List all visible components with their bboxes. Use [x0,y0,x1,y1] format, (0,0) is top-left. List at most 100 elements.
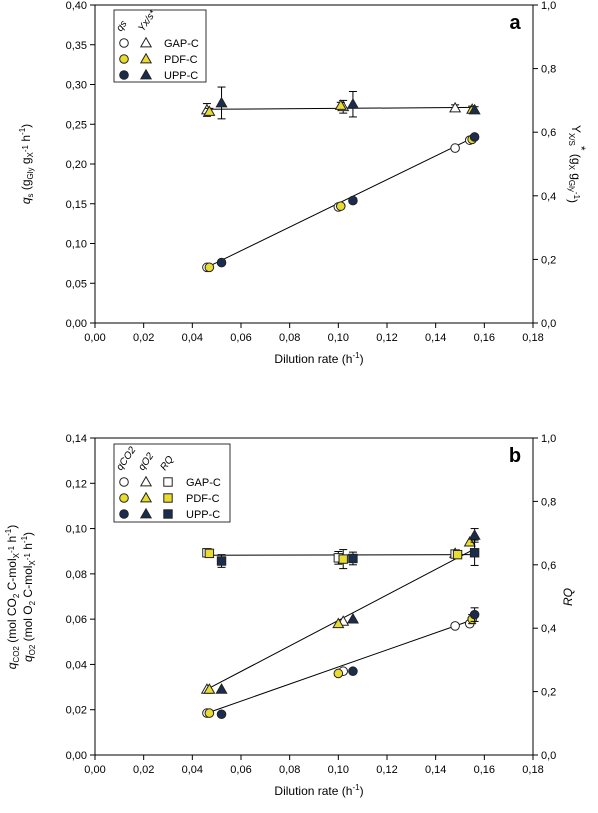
x-tick-label: 0,02 [133,764,154,776]
legend-marker [139,507,153,519]
y-tick-label: 0,15 [66,199,87,211]
data-point-pdf-c-qco2 [204,708,215,718]
legend-marker [163,493,173,503]
legend-marker [139,491,153,503]
y2-tick-label: 0,4 [541,623,556,635]
x-tick-label: 0,04 [182,332,203,344]
y-tick-label: 0,00 [66,750,87,762]
legend-marker [119,477,129,487]
y-tick-label: 0,05 [66,278,87,290]
y-tick-label: 0,02 [66,705,87,717]
y2-tick-label: 0,0 [541,750,556,762]
y2-tick-label: 0,0 [541,318,556,330]
x-tick-label: 0,18 [522,332,543,344]
y-tick-label: 0,40 [66,0,87,12]
legend-entry-label: GAP-C [164,38,199,50]
legend-marker [163,477,173,487]
legend-marker [119,509,129,519]
y-tick-label: 0,06 [66,614,87,626]
y2-tick-label: 0,4 [541,191,556,203]
y-tick-label: 0,04 [66,659,87,671]
y-tick-label: 0,14 [66,433,87,445]
y2-axis-label: RQ [561,588,575,606]
x-tick-label: 0,10 [328,332,349,344]
y2-tick-label: 1,0 [541,433,556,445]
data-point-pdf-c-qco2 [333,668,344,679]
data-point-pdf-c-qo2 [463,535,476,547]
x-tick-label: 0,06 [230,764,251,776]
data-point-upp-c-rq [216,556,227,566]
legend-marker [119,38,129,48]
x-tick-label: 0,08 [279,764,300,776]
x-tick-label: 0,02 [133,332,154,344]
y-tick-label: 0,35 [66,40,87,52]
panel-label: a [509,12,521,34]
data-point-upp-c-yxs [215,96,228,108]
data-point-pdf-c-qo2 [332,617,345,629]
data-point-gap-c-yxs [449,101,462,113]
chart-panel-b: 0,00 0,02 0,04 0,06 0,08 0,10 0,12 0,14 0,16 0,18… [66,433,557,798]
x-tick-label: 0,08 [279,332,300,344]
panel-label: b [509,445,521,467]
y2-tick-label: 0,6 [541,127,556,139]
data-point-pdf-c-qs [204,262,215,273]
data-point-gap-c-qco2 [450,621,460,631]
data-point-upp-c-qo2 [468,529,481,540]
legend-marker [119,70,129,80]
y2-tick-label: 0,6 [541,560,556,572]
x-tick-label: 0,04 [182,764,203,776]
y-tick-label: 0,12 [66,478,87,490]
data-point-upp-c-qs [348,195,358,206]
x-tick-label: 0,10 [328,764,349,776]
fit-line [206,548,475,690]
legend-marker [139,36,153,48]
legend-marker [139,68,153,80]
data-point-upp-c-qco2 [348,666,358,677]
data-point-pdf-c-yxs [334,99,347,110]
x-tick-label: 0,18 [522,764,543,776]
x-tick-label: 0,12 [376,332,397,344]
y-axis-label-co2: qCO2 (mol CO2 C-molX-1 h-1) [4,525,21,670]
x-tick-label: 0,12 [376,764,397,776]
x-tick-label: 0,16 [474,764,495,776]
plot-frame [94,437,534,756]
data-point-upp-c-yxs [468,103,481,115]
legend-box [113,9,207,83]
data-point-pdf-c-qo2 [203,683,216,694]
fit-line [206,618,475,714]
legend-entry-label: UPP-C [164,70,198,82]
legend-marker [119,54,129,64]
legend-entry-label: GAP-C [186,477,221,489]
data-point-upp-c-qo2 [215,683,228,694]
y-tick-label: 0,00 [66,318,87,330]
y-tick-label: 0,10 [66,524,87,536]
legend-entry-label: UPP-C [186,509,220,521]
legend-marker [139,52,153,64]
legend-column-header: qs [114,19,129,34]
legend-marker [163,509,173,519]
data-point-pdf-c-rq [338,554,348,564]
data-point-upp-c-rq [348,553,358,564]
data-point-upp-c-yxs [346,98,359,109]
data-point-upp-c-qs [216,257,227,268]
x-tick-label: 0,16 [474,332,495,344]
data-point-pdf-c-rq [452,549,463,560]
data-point-upp-c-qco2 [216,709,227,720]
x-axis-label: Dilution rate (h-1) [274,351,363,366]
legend-marker [119,493,129,503]
y2-tick-label: 0,2 [541,687,556,699]
x-tick-label: 0,00 [84,332,105,344]
y2-tick-label: 0,8 [541,496,556,508]
legend-entry-label: PDF-C [186,493,220,505]
y2-tick-label: 0,2 [541,254,556,266]
data-point-pdf-c-rq [204,548,215,559]
data-point-upp-c-qco2 [469,609,480,620]
data-point-pdf-c-yxs [203,105,216,116]
y2-tick-label: 1,0 [541,0,556,12]
x-tick-label: 0,00 [84,764,105,776]
y-tick-label: 0,30 [66,80,87,92]
y-axis-label: qs (gGly gX-1 h-1) [18,124,35,204]
